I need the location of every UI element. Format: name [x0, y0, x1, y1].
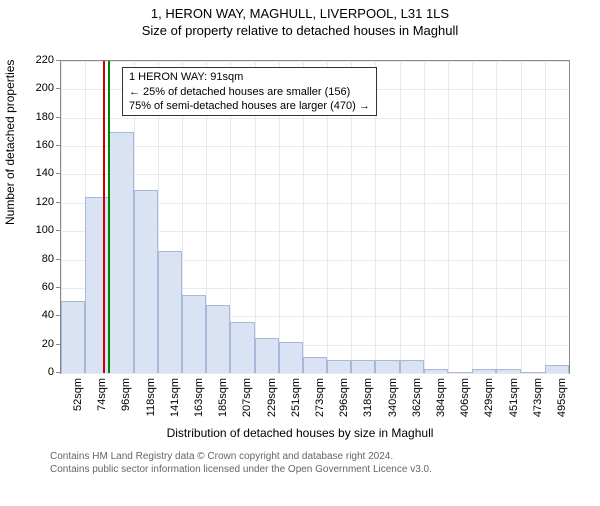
y-tick-label: 140: [30, 167, 54, 179]
histogram-bar: [327, 360, 351, 373]
x-tick-label: 495sqm: [556, 378, 568, 426]
histogram-bar: [496, 369, 520, 373]
grid-line-v: [472, 61, 473, 373]
marker-line-left: [103, 61, 105, 373]
grid-line-v: [545, 61, 546, 373]
histogram-bar: [230, 322, 254, 373]
x-tick-label: 296sqm: [338, 378, 350, 426]
y-tick-mark: [56, 287, 60, 288]
grid-line-v: [424, 61, 425, 373]
annotation-line2: ← 25% of detached houses are smaller (15…: [129, 85, 370, 99]
histogram-bar: [85, 197, 109, 373]
annotation-line3: 75% of semi-detached houses are larger (…: [129, 99, 370, 113]
x-tick-label: 362sqm: [411, 378, 423, 426]
x-tick-label: 318sqm: [362, 378, 374, 426]
chart-title-sub: Size of property relative to detached ho…: [0, 23, 600, 38]
histogram-bar: [545, 365, 569, 374]
x-tick-label: 473sqm: [532, 378, 544, 426]
y-tick-label: 180: [30, 111, 54, 123]
y-tick-mark: [56, 117, 60, 118]
annotation-box: 1 HERON WAY: 91sqm← 25% of detached hous…: [122, 67, 377, 116]
attribution-line1: Contains HM Land Registry data © Crown c…: [50, 450, 432, 463]
y-tick-mark: [56, 145, 60, 146]
histogram-bar: [255, 338, 279, 373]
histogram-bar: [448, 372, 472, 373]
histogram-bar: [134, 190, 158, 373]
grid-line-v: [400, 61, 401, 373]
x-tick-label: 163sqm: [193, 378, 205, 426]
x-tick-label: 384sqm: [435, 378, 447, 426]
chart-plot-area: 1 HERON WAY: 91sqm← 25% of detached hous…: [60, 60, 570, 374]
histogram-bar: [303, 357, 327, 373]
x-tick-label: 207sqm: [241, 378, 253, 426]
y-tick-label: 120: [30, 196, 54, 208]
y-tick-label: 100: [30, 224, 54, 236]
grid-line-h: [61, 118, 569, 119]
histogram-bar: [61, 301, 85, 373]
grid-line-v: [448, 61, 449, 373]
histogram-bar: [521, 372, 545, 373]
histogram-bar: [109, 132, 133, 373]
histogram-bar: [206, 305, 230, 373]
chart-title-main: 1, HERON WAY, MAGHULL, LIVERPOOL, L31 1L…: [0, 6, 600, 21]
histogram-bar: [182, 295, 206, 373]
grid-line-v: [521, 61, 522, 373]
histogram-bar: [375, 360, 399, 373]
y-tick-label: 220: [30, 54, 54, 66]
histogram-bar: [400, 360, 424, 373]
y-tick-label: 160: [30, 139, 54, 151]
x-tick-label: 74sqm: [96, 378, 108, 426]
y-tick-mark: [56, 344, 60, 345]
x-tick-label: 273sqm: [314, 378, 326, 426]
y-tick-label: 0: [30, 366, 54, 378]
y-tick-mark: [56, 60, 60, 61]
grid-line-h: [61, 146, 569, 147]
y-tick-mark: [56, 230, 60, 231]
annotation-line1: 1 HERON WAY: 91sqm: [129, 70, 370, 84]
y-tick-mark: [56, 173, 60, 174]
attribution-line2: Contains public sector information licen…: [50, 463, 432, 476]
x-tick-label: 451sqm: [508, 378, 520, 426]
x-tick-label: 406sqm: [459, 378, 471, 426]
y-tick-mark: [56, 88, 60, 89]
x-tick-label: 118sqm: [145, 378, 157, 426]
y-axis-label: Number of detached properties: [3, 205, 17, 225]
histogram-bar: [279, 342, 303, 373]
x-tick-label: 52sqm: [72, 378, 84, 426]
y-tick-mark: [56, 372, 60, 373]
y-tick-label: 40: [30, 309, 54, 321]
x-tick-label: 96sqm: [120, 378, 132, 426]
grid-line-h: [61, 61, 569, 62]
x-tick-label: 229sqm: [266, 378, 278, 426]
x-tick-label: 251sqm: [290, 378, 302, 426]
grid-line-v: [496, 61, 497, 373]
histogram-bar: [158, 251, 182, 373]
grid-line-h: [61, 373, 569, 374]
x-tick-label: 185sqm: [217, 378, 229, 426]
y-tick-label: 80: [30, 253, 54, 265]
x-tick-label: 340sqm: [387, 378, 399, 426]
marker-line-right: [108, 61, 110, 373]
histogram-bar: [424, 369, 448, 373]
histogram-bar: [351, 360, 375, 373]
x-tick-label: 141sqm: [169, 378, 181, 426]
y-tick-label: 200: [30, 82, 54, 94]
attribution-text: Contains HM Land Registry data © Crown c…: [50, 450, 432, 476]
y-tick-mark: [56, 259, 60, 260]
histogram-bar: [472, 369, 496, 373]
y-tick-label: 60: [30, 281, 54, 293]
grid-line-h: [61, 174, 569, 175]
y-tick-mark: [56, 315, 60, 316]
y-tick-label: 20: [30, 338, 54, 350]
y-tick-mark: [56, 202, 60, 203]
x-axis-label: Distribution of detached houses by size …: [0, 426, 600, 440]
x-tick-label: 429sqm: [483, 378, 495, 426]
